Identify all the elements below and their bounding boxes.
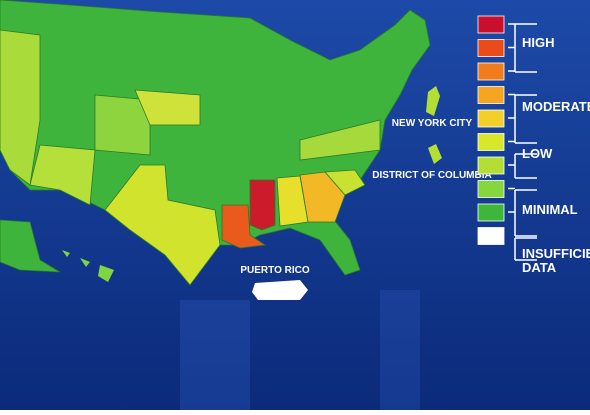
legend-swatch [477,133,505,151]
legend-swatch [477,39,505,57]
region [29,144,96,206]
legend: HIGH MODERATE LOW MINIMAL INSUFFICIENTDATA [477,15,590,275]
legend-swatch [477,15,505,34]
louisiana [221,204,267,249]
legend-swatch [477,203,505,222]
legend-bracket [514,189,537,237]
legend-bracket [514,23,537,73]
streak [180,300,250,410]
texas [104,164,221,286]
region [94,94,151,156]
legend-label: DATA [522,260,557,275]
dc-label: DISTRICT OF COLUMBIA [372,170,491,181]
alaska [0,219,61,273]
us-map [0,0,442,300]
hawaii [62,250,114,282]
legend-swatch [477,156,505,175]
georgia [299,171,346,223]
region [134,89,201,126]
nyc-label: NEW YORK CITY [392,118,473,129]
legend-label: MODERATE [522,99,590,114]
dc-shape [428,144,442,164]
mississippi [249,179,276,231]
legend-swatch [477,227,505,245]
legend-swatch [477,86,505,104]
legend-bracket [514,237,537,261]
region [324,169,366,196]
nyc-shape [426,86,440,116]
legend-label: INSUFFICIENT [522,246,590,261]
legend-swatch [477,180,505,198]
legend-label: MINIMAL [522,202,578,217]
legend-bracket [514,153,537,179]
region [299,119,381,161]
legend-label: LOW [522,146,553,161]
legend-bracket [514,94,537,144]
legend-swatch [477,109,505,128]
legend-swatch [477,62,505,81]
streak [380,290,420,410]
puerto-rico-shape [252,280,308,300]
pr-label: PUERTO RICO [240,265,309,276]
legend-label: HIGH [522,35,555,50]
